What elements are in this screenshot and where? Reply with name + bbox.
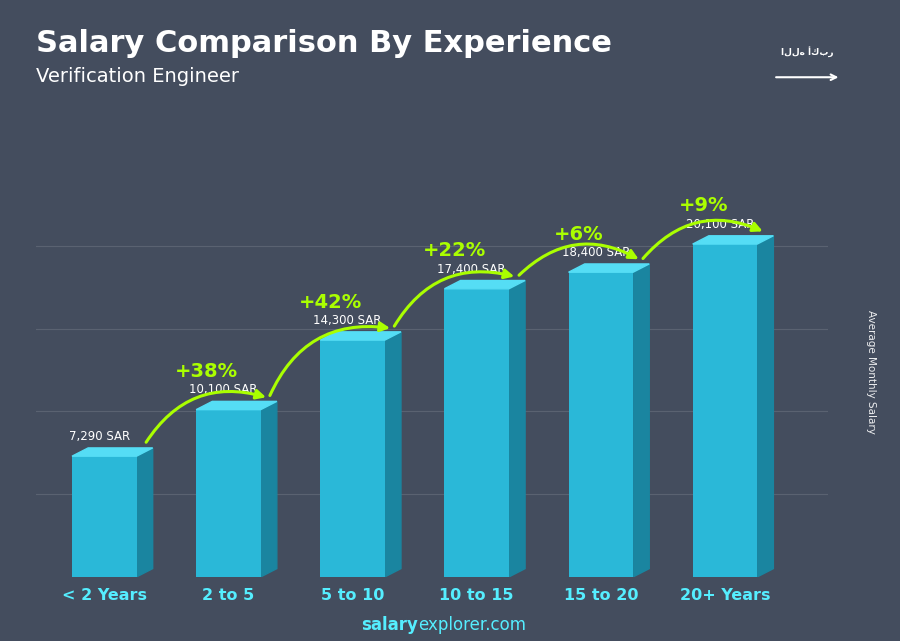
Text: Salary Comparison By Experience: Salary Comparison By Experience xyxy=(36,29,612,58)
Text: الله أكبر: الله أكبر xyxy=(781,46,833,57)
Text: 17,400 SAR: 17,400 SAR xyxy=(437,263,506,276)
Text: Verification Engineer: Verification Engineer xyxy=(36,67,239,87)
FancyArrowPatch shape xyxy=(146,390,263,442)
Text: 20,100 SAR: 20,100 SAR xyxy=(686,218,754,231)
Polygon shape xyxy=(385,332,401,577)
Text: salary: salary xyxy=(362,616,418,634)
Polygon shape xyxy=(196,401,277,410)
Text: +9%: +9% xyxy=(679,197,728,215)
Polygon shape xyxy=(261,401,277,577)
Polygon shape xyxy=(633,264,649,577)
FancyArrowPatch shape xyxy=(270,323,387,395)
FancyArrowPatch shape xyxy=(643,221,760,258)
Bar xyxy=(569,272,633,577)
Polygon shape xyxy=(445,281,525,288)
Text: explorer.com: explorer.com xyxy=(418,616,526,634)
Text: Average Monthly Salary: Average Monthly Salary xyxy=(866,310,877,434)
Bar xyxy=(445,288,509,577)
Polygon shape xyxy=(509,281,525,577)
Text: 14,300 SAR: 14,300 SAR xyxy=(313,314,382,327)
Text: +6%: +6% xyxy=(554,224,604,244)
FancyArrowPatch shape xyxy=(519,244,635,275)
Text: 18,400 SAR: 18,400 SAR xyxy=(562,246,630,259)
Polygon shape xyxy=(693,236,773,244)
Text: +38%: +38% xyxy=(176,362,238,381)
Text: 7,290 SAR: 7,290 SAR xyxy=(68,430,130,443)
Polygon shape xyxy=(137,448,153,577)
Polygon shape xyxy=(72,448,153,456)
Text: +42%: +42% xyxy=(299,292,363,312)
Text: 10,100 SAR: 10,100 SAR xyxy=(189,383,257,396)
Bar xyxy=(320,340,385,577)
Text: +22%: +22% xyxy=(423,241,487,260)
Polygon shape xyxy=(757,236,773,577)
Bar xyxy=(693,244,757,577)
FancyArrowPatch shape xyxy=(394,270,511,326)
Polygon shape xyxy=(569,264,649,272)
Bar xyxy=(196,410,261,577)
Bar xyxy=(72,456,137,577)
Polygon shape xyxy=(320,332,401,340)
